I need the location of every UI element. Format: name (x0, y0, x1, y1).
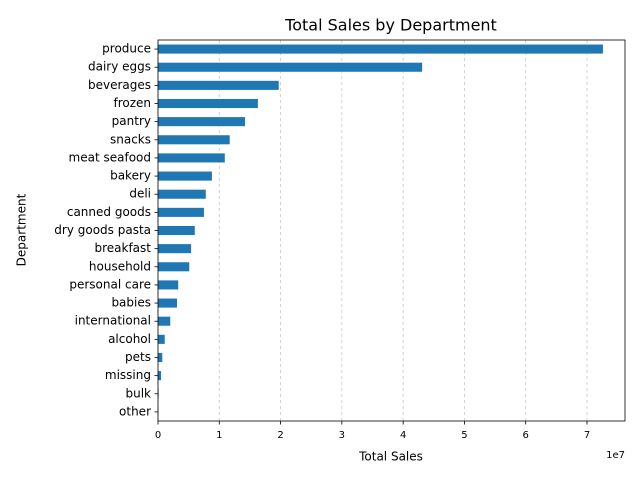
y-tick-label: meat seafood (69, 150, 151, 164)
y-tick-label: international (75, 314, 151, 328)
y-tick-label: frozen (113, 96, 151, 110)
x-offset-label: 1e7 (606, 450, 625, 461)
y-tick-label: snacks (110, 132, 151, 146)
bar (158, 225, 195, 236)
bar (158, 334, 165, 344)
y-tick-label: produce (102, 42, 151, 56)
bar (158, 98, 258, 109)
x-tick-label: 4 (400, 430, 406, 441)
y-tick-label: beverages (88, 78, 151, 92)
x-tick-label: 2 (277, 430, 283, 441)
bar (158, 171, 212, 181)
bar (158, 189, 206, 199)
bar (158, 207, 204, 217)
x-tick-label: 5 (461, 430, 467, 441)
y-axis-label: Department (15, 193, 29, 266)
y-tick-label: personal care (69, 277, 151, 291)
y-tick-label: canned goods (67, 205, 151, 219)
y-tick-label: pantry (112, 114, 151, 128)
x-tick-label: 1 (216, 430, 222, 441)
x-axis-label: Total Sales (358, 450, 423, 464)
bar (158, 371, 162, 381)
bar (158, 80, 279, 90)
y-tick-label: deli (129, 187, 151, 201)
bar (158, 280, 179, 290)
y-tick-label: breakfast (94, 241, 151, 255)
bar (158, 135, 230, 145)
bar (158, 153, 225, 163)
plot-frame (157, 39, 626, 422)
y-tick-label: household (89, 259, 151, 273)
bar (158, 262, 190, 272)
x-tick-label: 7 (584, 430, 590, 441)
bar (158, 244, 192, 254)
bar (158, 352, 163, 363)
x-tick-label: 0 (155, 430, 161, 441)
bar (158, 298, 177, 308)
bar (158, 316, 171, 326)
bar (158, 62, 423, 72)
y-tick-label: babies (111, 296, 151, 310)
y-tick-label: missing (105, 368, 151, 382)
y-tick-label: dry goods pasta (54, 223, 151, 237)
x-tick-label: 6 (523, 430, 529, 441)
y-tick-label: dairy eggs (88, 60, 151, 74)
y-tick-label: pets (125, 350, 151, 364)
y-tick-label: bulk (125, 386, 151, 400)
y-tick-label: bakery (110, 169, 151, 183)
y-tick-label: other (119, 404, 151, 418)
bar (158, 117, 246, 127)
chart-title: Total Sales by Department (284, 16, 497, 35)
x-tick-label: 3 (339, 430, 345, 441)
bar (158, 44, 603, 54)
y-tick-label: alcohol (108, 332, 151, 346)
